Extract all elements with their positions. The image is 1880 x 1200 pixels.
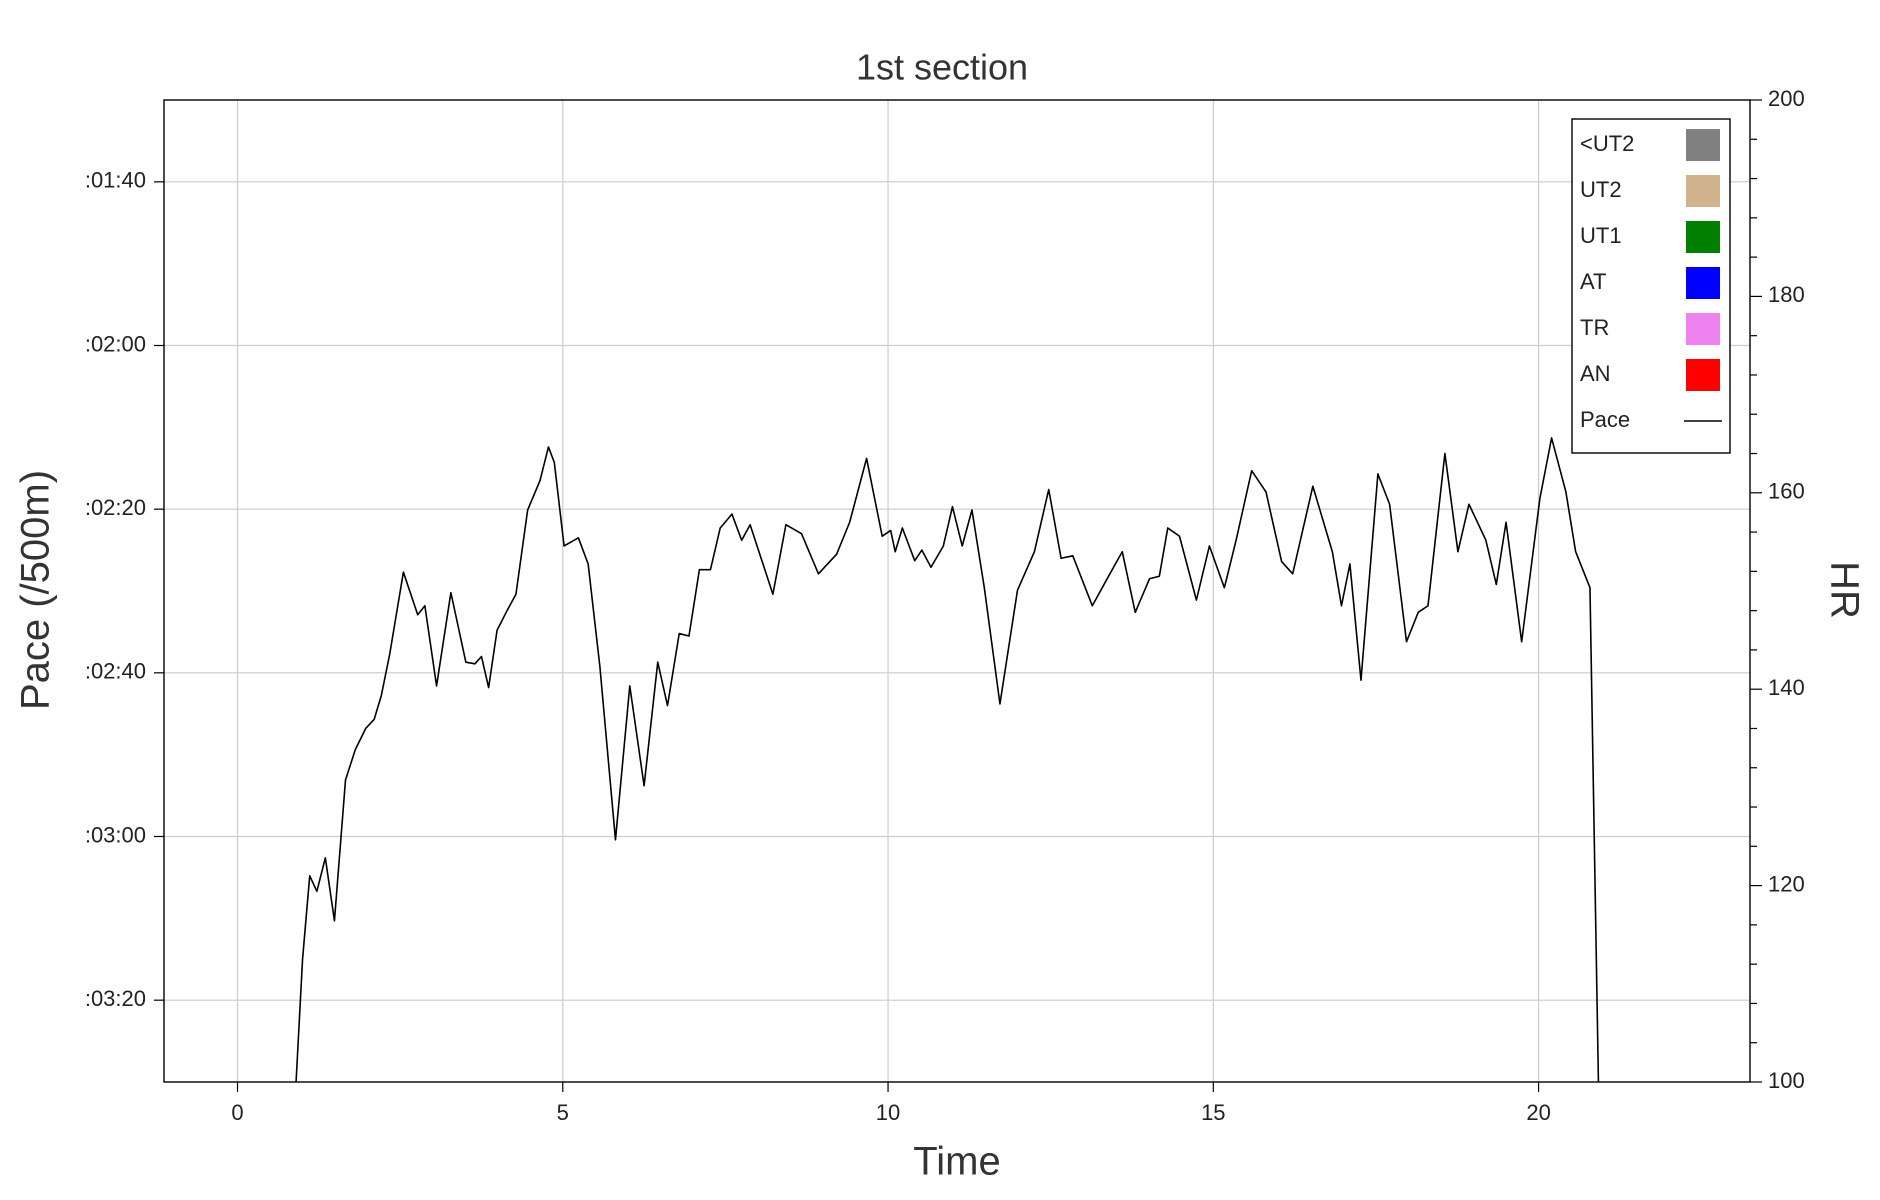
- x-tick-label: 15: [1201, 1100, 1225, 1125]
- legend-swatch: [1686, 267, 1720, 299]
- y2-tick-label: 140: [1768, 675, 1805, 700]
- y-tick-label: :01:40: [85, 168, 146, 193]
- y-tick-label: :02:20: [85, 495, 146, 520]
- y-tick-label: :02:00: [85, 331, 146, 356]
- legend-label: Pace: [1580, 407, 1630, 432]
- plot-frame: [163, 99, 1751, 1083]
- legend-swatch: [1686, 221, 1720, 253]
- legend-label: AN: [1580, 361, 1611, 386]
- x-tick-label: 20: [1526, 1100, 1550, 1125]
- y2-tick-label: 180: [1768, 282, 1805, 307]
- y2-axis-label: HR: [1822, 561, 1866, 619]
- legend-swatch: [1686, 175, 1720, 207]
- x-axis-label: Time: [913, 1140, 1000, 1184]
- legend-label: <UT2: [1580, 131, 1634, 156]
- y-axis-label: Pace (/500m): [14, 470, 58, 710]
- y2-tick-label: 200: [1768, 86, 1805, 111]
- x-tick-label: 0: [231, 1100, 243, 1125]
- legend-label: TR: [1580, 315, 1609, 340]
- x-tick-label: 10: [876, 1100, 900, 1125]
- y-tick-label: :03:00: [85, 822, 146, 847]
- y2-tick-label: 120: [1768, 871, 1805, 896]
- x-tick-label: 5: [557, 1100, 569, 1125]
- legend-label: AT: [1580, 269, 1606, 294]
- y-tick-label: :03:20: [85, 986, 146, 1011]
- y2-tick-label: 160: [1768, 479, 1805, 504]
- y2-tick-label: 100: [1768, 1068, 1805, 1093]
- chart-title: 1st section: [856, 47, 1028, 88]
- legend-swatch: [1686, 129, 1720, 161]
- legend-label: UT1: [1580, 223, 1622, 248]
- legend-label: UT2: [1580, 177, 1622, 202]
- legend-swatch: [1686, 313, 1720, 345]
- legend-swatch: [1686, 359, 1720, 391]
- y-tick-label: :02:40: [85, 659, 146, 684]
- pace-line: [295, 437, 1600, 1082]
